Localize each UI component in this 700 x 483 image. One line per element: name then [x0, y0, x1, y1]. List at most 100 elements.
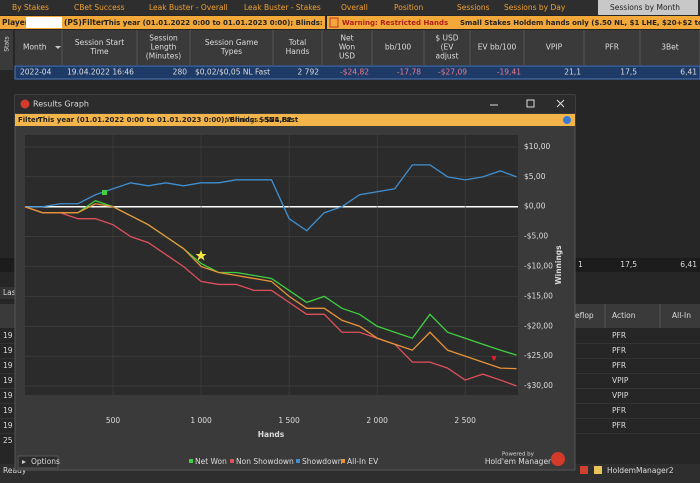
tab[interactable]	[492, 0, 596, 15]
warning-icon	[329, 17, 339, 28]
options-arrow	[22, 460, 26, 464]
table-cell: -17,78	[397, 68, 421, 77]
left-cell: 19	[3, 361, 13, 370]
filter-text: This year (01.01.2022 0:00 to 01.01.2023…	[104, 19, 365, 27]
warning-bar	[327, 16, 700, 29]
left-cell: 19	[3, 346, 13, 355]
sidebar[interactable]	[0, 30, 13, 70]
column-header: bb/100	[385, 43, 412, 52]
tab[interactable]	[382, 0, 443, 15]
series-line	[24, 203, 517, 370]
x-tick-label: 2 000	[366, 416, 388, 425]
help-icon[interactable]	[563, 116, 571, 124]
legend-label: Non Showdown	[236, 457, 294, 466]
left-cell: 19	[3, 376, 13, 385]
taskbar-icon	[580, 466, 588, 474]
close-button[interactable]	[556, 99, 565, 108]
action-cell: PFR	[612, 421, 626, 430]
table-cell: 6,41	[680, 68, 697, 77]
sidebar-label: Stats	[4, 36, 11, 51]
column-header: Types	[220, 47, 242, 56]
column-header: Session Game	[205, 38, 259, 47]
tab[interactable]	[598, 0, 698, 15]
tab[interactable]	[137, 0, 230, 15]
tab-label: CBet Success	[74, 3, 125, 12]
y-tick-label: -$20,00	[524, 321, 553, 330]
plot-area	[25, 135, 518, 395]
table-header	[15, 30, 700, 65]
table-cell: 21,1	[564, 68, 581, 77]
summary-cell: 1	[578, 260, 583, 269]
taskbar-app[interactable]: HoldemManager2	[607, 466, 674, 475]
column-header: Session Start	[75, 38, 124, 47]
window-title: Results Graph	[33, 100, 89, 109]
legend: Net Won Non Showdown Showdown All-In EV	[189, 457, 379, 466]
table-cell: 2 792	[298, 68, 320, 77]
action-cell: PFR	[612, 346, 626, 355]
table-cell: -19,41	[497, 68, 521, 77]
column-header: Month	[23, 43, 47, 52]
summary-cell: 17,5	[620, 260, 637, 269]
column-header: USD	[339, 52, 355, 61]
player-input[interactable]	[26, 17, 62, 28]
tab[interactable]	[445, 0, 490, 15]
options-button[interactable]	[17, 455, 59, 469]
plot: $10,00 $5,00 $0,00 -$5,00 -$10,00 -$15,00 -$20…	[24, 135, 563, 439]
action-cell: PFR	[612, 406, 626, 415]
column-header: $ USD	[435, 34, 458, 43]
marker-square	[102, 190, 107, 195]
warning-label: Warning: Restricted Hands	[342, 19, 448, 27]
tab[interactable]	[232, 0, 327, 15]
y-tick-label: -$15,00	[524, 291, 553, 300]
tab-bar: By Stakes CBet Success Leak Buster - Overa…	[0, 0, 700, 15]
warning-text: Small Stakes Holdem hands only ($.50 NL,…	[460, 19, 700, 27]
left-cell: 19	[3, 406, 13, 415]
site: (PS)	[64, 18, 82, 27]
legend-swatch	[296, 459, 300, 463]
column-header: (EV	[441, 43, 455, 52]
column-header: Won	[339, 43, 356, 52]
lower-column-header: All-In	[672, 311, 691, 320]
app-icon	[20, 99, 30, 109]
table-cell: -$24,82	[340, 68, 369, 77]
x-tick-label: 1 000	[190, 416, 212, 425]
y-tick-label: -$10,00	[524, 261, 553, 270]
column-header: Length	[151, 43, 177, 52]
left-cell: 25	[3, 436, 13, 445]
x-axis-label: Hands	[258, 430, 285, 439]
table-row[interactable]	[14, 65, 700, 80]
tab[interactable]	[329, 0, 380, 15]
column-header: Total	[288, 38, 307, 47]
y-tick-label: -$30,00	[524, 381, 553, 390]
summary-cell: 6,41	[680, 260, 697, 269]
filter-bar	[0, 16, 325, 29]
legend-label: Showdown	[302, 457, 343, 466]
action-cell: VPIP	[612, 391, 629, 400]
legend-swatch	[189, 459, 193, 463]
legend-swatch	[341, 459, 345, 463]
graph-filter-label: Filter:	[18, 116, 42, 124]
x-tick-label: 2 500	[454, 416, 476, 425]
table-cell: 19.04.2022 16:46	[67, 68, 134, 77]
tab-label: Sessions	[457, 3, 490, 12]
marker-heart	[491, 355, 497, 361]
column-header: PFR	[605, 43, 619, 52]
column-header: Session	[149, 34, 178, 43]
table-cell: 17,5	[620, 68, 637, 77]
lower-column-header: eflop	[575, 311, 594, 320]
left-cell: 19	[3, 331, 13, 340]
legend-swatch	[230, 459, 234, 463]
tab[interactable]	[0, 0, 60, 15]
y-axis-label: Winnings	[554, 245, 563, 285]
action-cell: PFR	[612, 331, 626, 340]
x-tick-label: 1 500	[278, 416, 300, 425]
table-cell: 280	[173, 68, 188, 77]
maximize-button[interactable]	[526, 99, 535, 108]
series-line	[25, 164, 517, 232]
tab[interactable]	[62, 0, 135, 15]
winnings-label: Winnings:	[226, 116, 260, 124]
column-header: Net	[340, 34, 353, 43]
marker-star	[195, 250, 207, 261]
